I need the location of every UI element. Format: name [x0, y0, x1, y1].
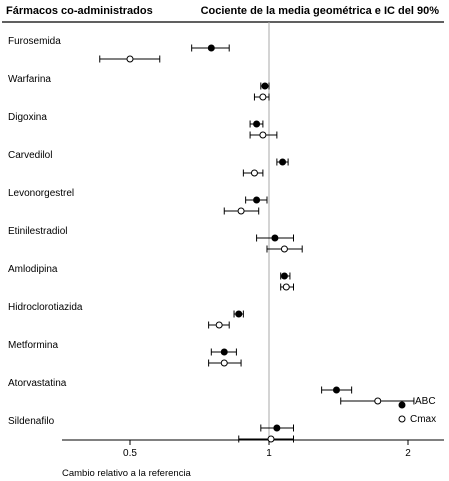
legend-abc-label: ABC [415, 396, 436, 407]
row-label: Furosemida [8, 36, 61, 47]
study-row: Warfarina [8, 74, 270, 101]
study-rows: Furosemida Warfarina Digoxina Carvedilol Lev… [8, 36, 415, 443]
cmax-point [215, 321, 223, 329]
study-row: Metformina [8, 340, 242, 367]
cmax-point [259, 131, 267, 139]
study-row: Hidroclorotiazida [8, 302, 244, 329]
study-row: Etinilestradiol [8, 226, 303, 253]
x-tick-label: 1 [266, 448, 272, 459]
row-label: Metformina [8, 340, 58, 351]
cmax-point [374, 397, 382, 405]
legend-abc-marker [398, 401, 406, 409]
legend-cmax-marker [398, 415, 406, 423]
x-axis-label: Cambio relativo a la referencia [62, 468, 192, 479]
abc-point [253, 120, 261, 128]
study-row: Atorvastatina [8, 378, 415, 405]
abc-point [253, 196, 261, 204]
x-tick-label: 0.5 [123, 448, 137, 459]
abc-point [280, 272, 288, 280]
study-row: Furosemida [8, 36, 230, 63]
cmax-point [250, 169, 258, 177]
row-label: Carvedilol [8, 150, 52, 161]
right-column-header: Cociente de la media geométrica e IC del… [201, 5, 440, 17]
row-label: Atorvastatina [8, 378, 67, 389]
cmax-point [220, 359, 228, 367]
study-row: Carvedilol [8, 150, 289, 177]
cmax-point [280, 245, 288, 253]
abc-point [273, 424, 281, 432]
abc-point [271, 234, 279, 242]
study-row: Digoxina [8, 112, 278, 139]
cmax-point [126, 55, 134, 63]
study-row: Amlodipina [8, 264, 295, 291]
legend-cmax-label: Cmax [410, 414, 436, 425]
x-tick-label: 2 [405, 448, 411, 459]
row-label: Levonorgestrel [8, 188, 74, 199]
abc-point [332, 386, 340, 394]
abc-point [235, 310, 243, 318]
study-row: Sildenafilo [8, 416, 295, 443]
x-axis-ticks: 0.5 1 2 [123, 440, 411, 459]
abc-point [261, 82, 269, 90]
row-label: Sildenafilo [8, 416, 55, 427]
row-label: Warfarina [8, 74, 51, 85]
cmax-point [282, 283, 290, 291]
row-label: Hidroclorotiazida [8, 302, 83, 313]
row-label: Etinilestradiol [8, 226, 67, 237]
legend: ABC Cmax [398, 396, 436, 425]
abc-point [207, 44, 215, 52]
cmax-point [237, 207, 245, 215]
cmax-point [259, 93, 267, 101]
cmax-point [267, 435, 275, 443]
study-row: Levonorgestrel [8, 188, 268, 215]
row-label: Amlodipina [8, 264, 58, 275]
abc-point [279, 158, 287, 166]
row-label: Digoxina [8, 112, 47, 123]
left-column-header: Fármacos co-administrados [6, 5, 153, 17]
abc-point [220, 348, 228, 356]
